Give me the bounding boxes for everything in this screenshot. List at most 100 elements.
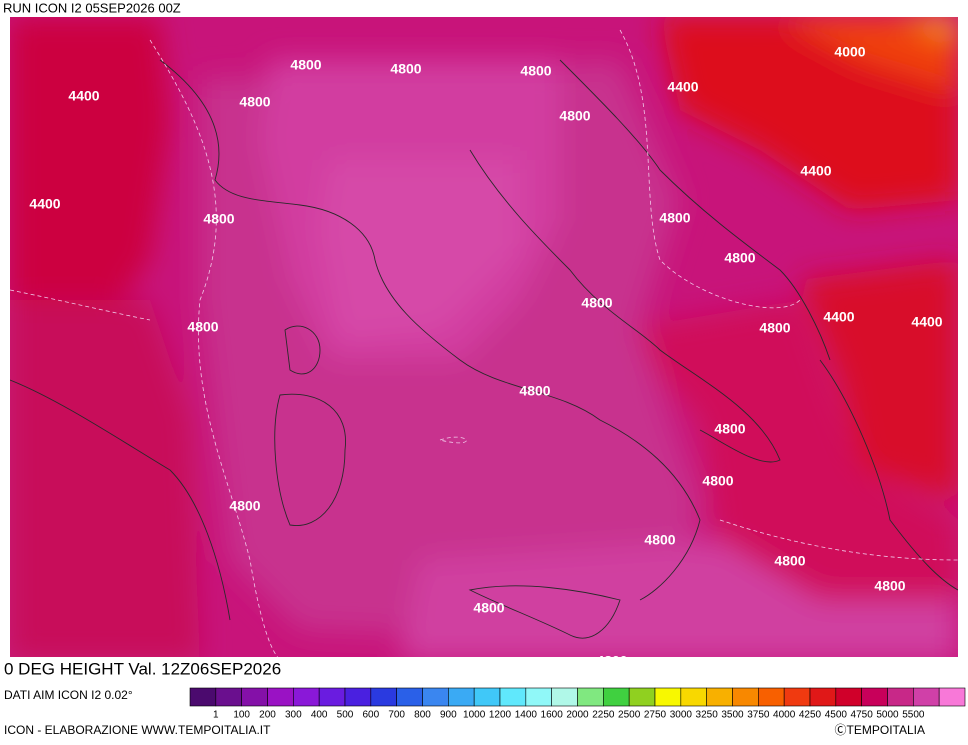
contour-label: 4800 — [203, 211, 234, 227]
contour-label: 4400 — [667, 79, 698, 95]
contour-label: 4800 — [559, 108, 590, 124]
colorbar-label: 4250 — [799, 710, 822, 721]
colorbar-swatch — [758, 687, 785, 707]
colorbar-swatch — [267, 687, 294, 707]
colorbar-label: 1400 — [515, 710, 538, 721]
contour-label: 4800 — [390, 61, 421, 77]
colorbar-label: 1000 — [463, 710, 486, 721]
colorbar-swatch — [861, 687, 888, 707]
colorbar-swatch — [189, 687, 217, 707]
colorbar-label: 3750 — [747, 710, 770, 721]
contour-label: 4800 — [702, 473, 733, 489]
colorbar-swatch — [835, 687, 862, 707]
colorbar-label: 3250 — [696, 710, 719, 721]
contour-label: 4800 — [519, 383, 550, 399]
contour-label: 4800 — [229, 498, 260, 514]
colorbar-swatch — [422, 687, 449, 707]
contour-label: 4800 — [644, 532, 675, 548]
colorbar-label: 700 — [388, 710, 405, 721]
contour-label: 4800 — [874, 578, 905, 594]
colorbar-label: 900 — [440, 710, 457, 721]
contour-label: 4400 — [29, 196, 60, 212]
contour-label: 4800 — [774, 553, 805, 569]
contour-label: 4400 — [591, 0, 622, 16]
colorbar-swatch — [887, 687, 914, 707]
colorbar-swatch — [628, 687, 656, 707]
colorbar-label: 3500 — [721, 710, 744, 721]
colorbar-swatch — [783, 687, 811, 707]
map-title: 0 DEG HEIGHT Val. 12Z06SEP2026 — [4, 659, 281, 678]
colorbar-label: 1200 — [489, 710, 512, 721]
colorbar-swatch — [215, 687, 242, 707]
colorbar-label: 4000 — [773, 710, 796, 721]
colorbar-swatch — [370, 687, 397, 707]
colorbar-label: 4500 — [825, 710, 848, 721]
colorbar-swatch — [499, 687, 527, 707]
colorbar-label: 1 — [213, 710, 219, 721]
contour-label: 4800 — [759, 320, 790, 336]
colorbar-label: 2750 — [644, 710, 667, 721]
colorbar-swatch — [293, 687, 320, 707]
run-label: RUN ICON I2 05SEP2026 00Z — [3, 0, 181, 15]
contour-label: 4800 — [473, 600, 504, 616]
contour-label: 4800 — [290, 57, 321, 73]
contour-labels: 4400 4000 4800 4800 4800 4400 4400 4800 4800 4400… — [29, 0, 942, 669]
contour-label: 4800 — [581, 295, 612, 311]
coastlines — [10, 59, 958, 639]
colorbar-swatch — [938, 687, 966, 707]
contour-label: 4400 — [800, 163, 831, 179]
contour-label: 4400 — [823, 309, 854, 325]
colorbar-swatch — [525, 687, 552, 707]
colorbar-swatch — [241, 687, 268, 707]
colorbar-label: 4750 — [851, 710, 874, 721]
colorbar-label: 300 — [285, 710, 302, 721]
contour-label: 4800 — [187, 319, 218, 335]
colorbar-swatch — [396, 687, 423, 707]
colorbar-label: 2250 — [592, 710, 615, 721]
colorbar-label: 200 — [259, 710, 276, 721]
colorbar-swatch — [551, 687, 578, 707]
copyright-label: ⒸTEMPOITALIA — [835, 723, 925, 737]
colorbar-swatch — [473, 687, 501, 707]
colorbar-label: 100 — [233, 710, 250, 721]
contour-label: 4800 — [714, 421, 745, 437]
colorbar-label: 3000 — [670, 710, 693, 721]
contour-label: 4400 — [68, 88, 99, 104]
contour-label: 4400 — [911, 314, 942, 330]
contour-label: 4800 — [520, 63, 551, 79]
contour-label: 4800 — [239, 94, 270, 110]
contours — [10, 29, 958, 657]
colorbar-label: 1600 — [541, 710, 564, 721]
colorbar-swatch — [680, 687, 707, 707]
colorbar-label: 2500 — [618, 710, 641, 721]
run-box — [0, 0, 263, 17]
contour-label: 4000 — [834, 44, 865, 60]
colorbar-label: 2000 — [566, 710, 589, 721]
contour-label: 4800 — [724, 250, 755, 266]
colorbar: 1 100 200 300 400 500 600 700 800 900 1000 1200 1400… — [189, 687, 966, 721]
colorbar-swatch — [732, 687, 759, 707]
colorbar-swatch — [913, 687, 940, 707]
colorbar-swatch — [706, 687, 733, 707]
colorbar-swatch — [654, 687, 682, 707]
contour-label: 4800 — [659, 210, 690, 226]
colorbar-swatch — [448, 687, 475, 707]
colorbar-swatch — [318, 687, 346, 707]
colorbar-label: 500 — [337, 710, 354, 721]
colorbar-swatch — [809, 687, 837, 707]
colorbar-label: 600 — [362, 710, 379, 721]
colorbar-label: 800 — [414, 710, 431, 721]
colorbar-label: 5500 — [902, 710, 925, 721]
colorbar-swatch — [577, 687, 604, 707]
colorbar-swatch — [344, 687, 372, 707]
colorbar-label: 400 — [311, 710, 328, 721]
credit-label: ICON - ELABORAZIONE WWW.TEMPOITALIA.IT — [4, 723, 271, 737]
title-box — [0, 657, 413, 683]
colorbar-swatch — [603, 687, 630, 707]
contour-label: 4800 — [596, 653, 627, 669]
source-label: DATI AIM ICON I2 0.02° — [4, 688, 133, 702]
map-field — [10, 17, 958, 657]
colorbar-label: 5000 — [876, 710, 899, 721]
